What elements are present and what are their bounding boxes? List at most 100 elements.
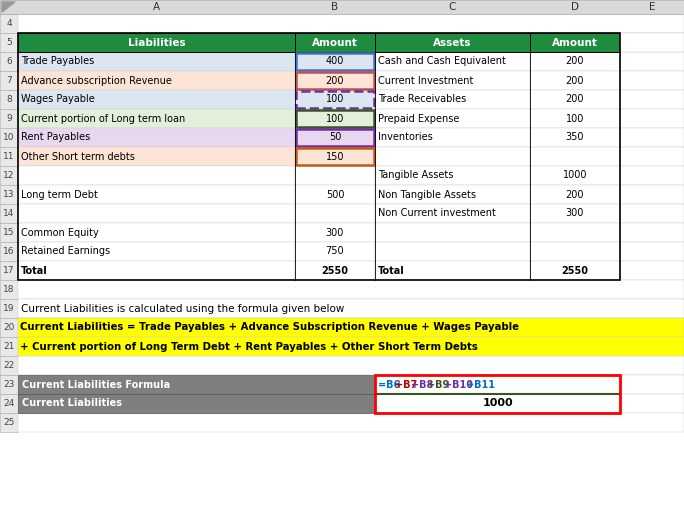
Text: Common Equity: Common Equity (21, 228, 98, 238)
Bar (530, 71, 620, 90)
Text: A: A (153, 2, 160, 12)
Bar (530, 204, 620, 223)
Bar (375, 223, 530, 242)
Bar (530, 128, 620, 147)
Bar (18, 375, 684, 394)
Bar (0, 90, 18, 109)
Bar (295, 71, 375, 90)
Text: 16: 16 (3, 247, 15, 256)
Bar (620, 33, 684, 52)
Bar (18, 71, 684, 90)
Text: 9: 9 (6, 114, 12, 123)
Text: 350: 350 (566, 132, 584, 142)
Text: Total: Total (21, 266, 48, 276)
Bar (0, 261, 18, 280)
Bar (296, 129, 374, 146)
Bar (530, 223, 620, 242)
Bar (0, 318, 18, 337)
Text: 100: 100 (566, 113, 584, 123)
Text: Long term Debt: Long term Debt (21, 190, 98, 200)
Bar (295, 128, 375, 147)
Text: 10: 10 (3, 133, 15, 142)
Text: Advance subscription Revenue: Advance subscription Revenue (21, 75, 172, 85)
Text: 12: 12 (3, 171, 14, 180)
Bar (0, 299, 18, 318)
Bar (18, 33, 620, 280)
Bar (0, 394, 18, 413)
Text: Current Liabilities Formula: Current Liabilities Formula (22, 379, 170, 389)
Bar (375, 128, 530, 147)
Text: 25: 25 (3, 418, 14, 427)
Text: Liabilities: Liabilities (128, 37, 185, 47)
Bar (18, 147, 295, 166)
Bar (295, 223, 375, 242)
Bar (375, 375, 620, 394)
Bar (0, 128, 18, 147)
Bar (0, 52, 18, 71)
Text: Current Liabilities = Trade Payables + Advance Subscription Revenue + Wages Paya: Current Liabilities = Trade Payables + A… (20, 323, 519, 333)
Text: D: D (571, 2, 579, 12)
Bar (375, 109, 530, 128)
Text: Current portion of Long term loan: Current portion of Long term loan (21, 113, 185, 123)
Bar (375, 185, 530, 204)
Bar (375, 375, 620, 413)
Bar (18, 204, 684, 223)
Text: 14: 14 (3, 209, 14, 218)
Text: +B7: +B7 (395, 379, 417, 389)
Bar (18, 223, 295, 242)
Bar (0, 280, 18, 299)
Text: E: E (648, 2, 655, 12)
Bar (18, 242, 684, 261)
Bar (375, 261, 530, 280)
Bar (18, 90, 684, 109)
Bar (0, 185, 18, 204)
Bar (375, 33, 530, 52)
Text: 22: 22 (3, 361, 14, 370)
Bar (18, 90, 295, 109)
Text: Amount: Amount (552, 37, 598, 47)
Bar (18, 128, 684, 147)
Text: 400: 400 (326, 56, 344, 66)
Text: 6: 6 (6, 57, 12, 66)
Text: 24: 24 (3, 399, 14, 408)
Text: Non Current investment: Non Current investment (378, 209, 496, 219)
Text: 8: 8 (6, 95, 12, 104)
Bar (0, 375, 18, 394)
Bar (530, 166, 620, 185)
Text: 100: 100 (326, 94, 344, 104)
Bar (18, 261, 295, 280)
Bar (0, 413, 18, 432)
Text: 21: 21 (3, 342, 14, 351)
Bar (0, 147, 18, 166)
Bar (295, 52, 375, 71)
Text: 50: 50 (329, 132, 341, 142)
Text: 200: 200 (566, 190, 584, 200)
Bar (530, 147, 620, 166)
Text: Rent Payables: Rent Payables (21, 132, 90, 142)
Text: Current Liabilities: Current Liabilities (22, 398, 122, 408)
Text: 7: 7 (6, 76, 12, 85)
Text: 23: 23 (3, 380, 14, 389)
Bar (0, 337, 18, 356)
Text: 150: 150 (326, 151, 344, 161)
Bar (18, 109, 684, 128)
Bar (18, 109, 295, 128)
Text: 18: 18 (3, 285, 15, 294)
Text: Inventories: Inventories (378, 132, 433, 142)
Bar (18, 33, 684, 52)
Bar (0, 356, 18, 375)
Text: 5: 5 (6, 38, 12, 47)
Bar (18, 318, 684, 337)
Bar (295, 33, 375, 52)
Text: Current Liabilities is calculated using the formula given below: Current Liabilities is calculated using … (21, 304, 344, 314)
Polygon shape (2, 2, 15, 12)
Text: =B6: =B6 (378, 379, 400, 389)
Text: Prepaid Expense: Prepaid Expense (378, 113, 460, 123)
Bar (18, 356, 684, 375)
Bar (375, 204, 530, 223)
Bar (375, 52, 530, 71)
Bar (18, 375, 375, 394)
Text: 17: 17 (3, 266, 15, 275)
Text: 200: 200 (566, 56, 584, 66)
Text: 100: 100 (326, 113, 344, 123)
